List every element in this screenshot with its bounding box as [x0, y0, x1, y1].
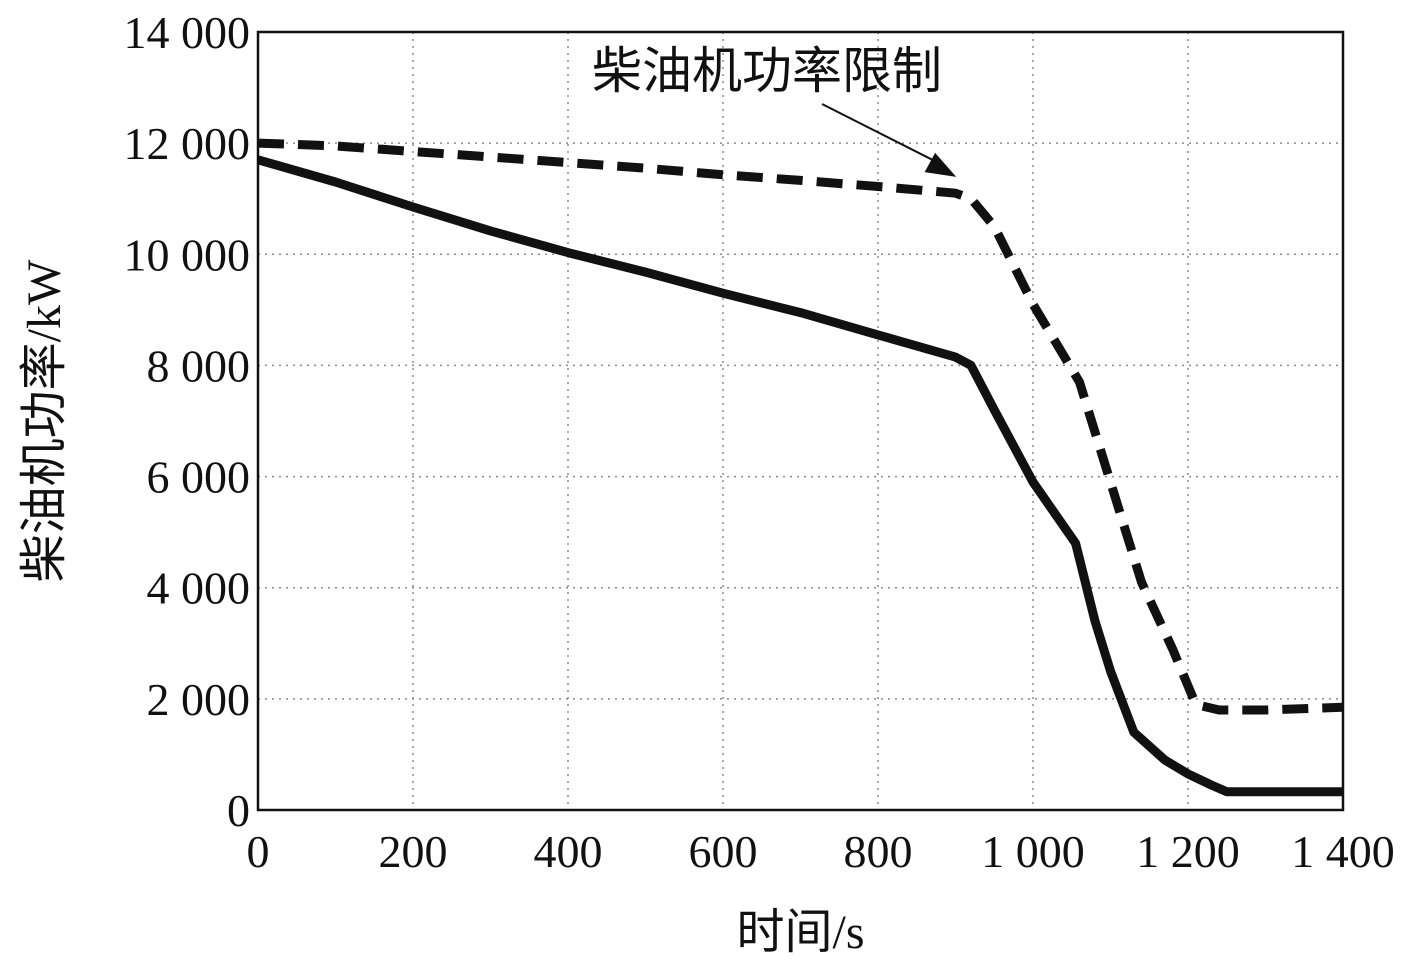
x-tick-label: 1 400: [1291, 826, 1395, 877]
x-tick-label: 800: [844, 826, 913, 877]
annotation: 柴油机功率限制: [592, 43, 957, 177]
x-tick-label: 1 000: [981, 826, 1085, 877]
y-tick-label: 2 000: [147, 674, 251, 725]
solid-series-line: [256, 155, 1343, 797]
y-tick-label: 14 000: [124, 7, 251, 58]
x-axis-title: 时间/s: [736, 906, 864, 959]
tick-labels: 0 200 400 600 800 1 000 1 200 1 400 0 2 000 4 000 6…: [124, 7, 1395, 877]
x-tick-label: 0: [247, 826, 270, 877]
y-tick-label: 0: [227, 785, 250, 836]
series-layer: [256, 138, 1344, 797]
y-tick-label: 10 000: [124, 229, 251, 280]
annotation-arrowhead: [924, 152, 957, 177]
annotation-leader-line: [821, 103, 943, 166]
x-tick-label: 1 200: [1136, 826, 1240, 877]
x-tick-label: 400: [534, 826, 603, 877]
y-tick-label: 12 000: [124, 118, 251, 169]
annotation-label: 柴油机功率限制: [592, 43, 942, 99]
y-tick-label: 6 000: [147, 452, 251, 503]
y-tick-label: 8 000: [147, 340, 251, 391]
y-axis-title: 柴油机功率/kW: [18, 259, 71, 582]
y-tick-label: 4 000: [147, 563, 251, 614]
x-tick-label: 200: [379, 826, 448, 877]
dashed-series-line: [257, 138, 1344, 715]
grid-lines: [258, 32, 1343, 810]
x-tick-label: 600: [689, 826, 758, 877]
plot-frame: [256, 30, 1345, 812]
